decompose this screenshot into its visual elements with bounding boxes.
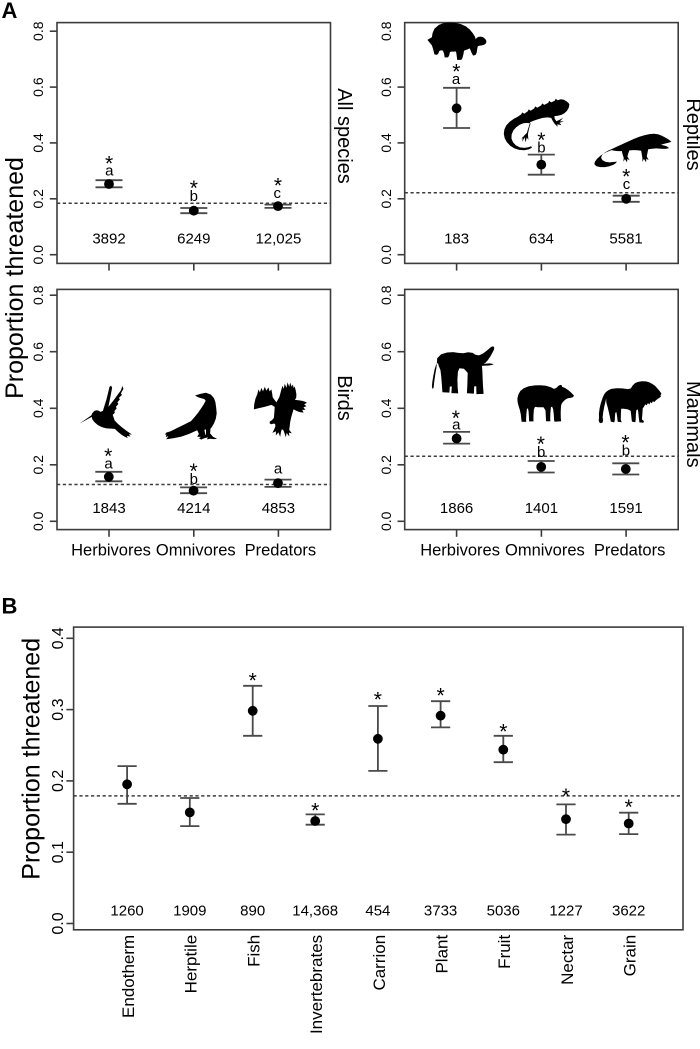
svg-text:Herbivores: Herbivores <box>71 542 151 560</box>
svg-text:5581: 5581 <box>609 231 642 248</box>
svg-text:1843: 1843 <box>92 500 125 517</box>
svg-text:Predators: Predators <box>245 542 317 560</box>
svg-text:890: 890 <box>240 903 265 920</box>
svg-text:All species: All species <box>333 88 355 184</box>
svg-text:a: a <box>452 71 461 88</box>
svg-text:*: * <box>374 689 382 712</box>
svg-text:634: 634 <box>529 231 554 248</box>
svg-text:0.8: 0.8 <box>30 21 46 41</box>
svg-text:0.2: 0.2 <box>50 770 67 792</box>
svg-text:1909: 1909 <box>173 903 206 920</box>
svg-text:*: * <box>311 800 319 823</box>
svg-text:4853: 4853 <box>262 500 295 517</box>
svg-text:Reptiles: Reptiles <box>682 98 700 170</box>
svg-text:*: * <box>190 460 198 483</box>
svg-text:183: 183 <box>444 231 469 248</box>
svg-text:3622: 3622 <box>612 903 645 920</box>
svg-text:Omnivores: Omnivores <box>156 542 236 560</box>
svg-text:Grain: Grain <box>621 935 640 977</box>
svg-text:0.4: 0.4 <box>50 627 67 649</box>
svg-text:*: * <box>452 407 460 430</box>
svg-text:Nectar: Nectar <box>558 934 577 984</box>
svg-text:*: * <box>274 174 282 197</box>
svg-text:a: a <box>274 460 283 477</box>
svg-text:12,025: 12,025 <box>255 231 301 248</box>
svg-text:b: b <box>537 140 545 157</box>
svg-text:1227: 1227 <box>549 903 582 920</box>
svg-text:14,368: 14,368 <box>292 903 338 920</box>
svg-text:Plant: Plant <box>433 935 452 974</box>
svg-text:*: * <box>622 165 630 188</box>
svg-text:0.6: 0.6 <box>378 342 394 362</box>
svg-text:1866: 1866 <box>440 500 473 517</box>
svg-text:Mammals: Mammals <box>682 381 700 468</box>
svg-text:*: * <box>105 152 113 175</box>
svg-text:Herbivores: Herbivores <box>420 542 500 560</box>
svg-text:b: b <box>190 471 198 488</box>
svg-text:0.6: 0.6 <box>30 77 46 97</box>
svg-text:6249: 6249 <box>177 231 210 248</box>
svg-text:0.0: 0.0 <box>30 245 46 265</box>
svg-text:*: * <box>562 785 570 808</box>
svg-text:*: * <box>621 431 629 454</box>
svg-text:Herptile: Herptile <box>182 935 201 994</box>
svg-text:0.6: 0.6 <box>30 342 46 362</box>
svg-text:4214: 4214 <box>177 500 210 517</box>
svg-text:0.2: 0.2 <box>30 455 46 475</box>
svg-text:0.3: 0.3 <box>50 698 67 720</box>
svg-text:Omnivores: Omnivores <box>505 542 585 560</box>
svg-text:0.8: 0.8 <box>378 285 394 305</box>
svg-text:b: b <box>190 188 198 205</box>
svg-text:B: B <box>2 593 18 618</box>
svg-text:0.1: 0.1 <box>50 841 67 863</box>
svg-text:c: c <box>623 176 631 193</box>
svg-text:*: * <box>452 60 460 83</box>
svg-text:Fish: Fish <box>245 935 264 967</box>
svg-text:b: b <box>537 444 545 461</box>
svg-text:*: * <box>104 445 112 468</box>
svg-text:0.8: 0.8 <box>378 21 394 41</box>
svg-text:0.8: 0.8 <box>30 285 46 305</box>
svg-text:0.2: 0.2 <box>378 189 394 209</box>
svg-text:1401: 1401 <box>525 500 558 517</box>
svg-text:Fruit: Fruit <box>495 935 514 969</box>
svg-text:*: * <box>249 670 257 693</box>
svg-text:0.0: 0.0 <box>50 912 67 934</box>
svg-text:*: * <box>190 177 198 200</box>
svg-text:Predators: Predators <box>594 542 666 560</box>
svg-text:Invertebrates: Invertebrates <box>307 935 326 1034</box>
svg-text:*: * <box>537 129 545 152</box>
svg-text:0.2: 0.2 <box>30 189 46 209</box>
svg-text:b: b <box>622 442 630 459</box>
svg-text:0.0: 0.0 <box>378 511 394 531</box>
svg-text:Proportion threatened: Proportion threatened <box>1 157 29 399</box>
svg-text:Proportion threatened: Proportion threatened <box>18 638 46 880</box>
svg-text:Endotherm: Endotherm <box>119 935 138 1018</box>
svg-text:a: a <box>104 455 113 472</box>
svg-text:a: a <box>452 417 461 434</box>
svg-text:0.4: 0.4 <box>30 133 46 153</box>
svg-text:A: A <box>2 0 18 23</box>
svg-text:a: a <box>105 163 114 180</box>
svg-text:0.0: 0.0 <box>30 511 46 531</box>
svg-text:1260: 1260 <box>110 903 143 920</box>
svg-text:*: * <box>437 685 445 708</box>
svg-text:0.4: 0.4 <box>30 398 46 418</box>
svg-text:0.4: 0.4 <box>378 133 394 153</box>
svg-text:3733: 3733 <box>424 903 457 920</box>
svg-text:*: * <box>537 433 545 456</box>
svg-text:1591: 1591 <box>609 500 642 517</box>
svg-text:454: 454 <box>365 903 390 920</box>
svg-text:3892: 3892 <box>92 231 125 248</box>
svg-text:Carrion: Carrion <box>370 935 389 991</box>
svg-text:c: c <box>274 185 282 202</box>
svg-text:0.6: 0.6 <box>378 77 394 97</box>
svg-text:*: * <box>499 721 507 744</box>
svg-text:0.2: 0.2 <box>378 455 394 475</box>
svg-text:0.4: 0.4 <box>378 398 394 418</box>
svg-text:*: * <box>625 796 633 819</box>
svg-text:0.0: 0.0 <box>378 245 394 265</box>
svg-text:5036: 5036 <box>487 903 520 920</box>
svg-text:Birds: Birds <box>333 375 355 421</box>
